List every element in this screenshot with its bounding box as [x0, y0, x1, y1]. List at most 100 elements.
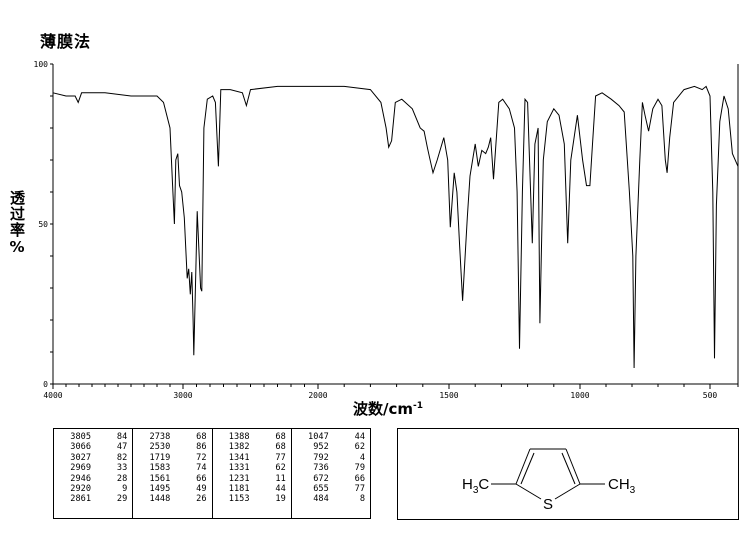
peak-wavenumber: 2920: [70, 484, 91, 495]
ring-bond: [515, 448, 531, 485]
peak-row: 1341 77: [218, 453, 286, 463]
peak-row: 672 66: [297, 474, 365, 484]
peak-wavenumber: 1561: [149, 473, 171, 484]
peak-wavenumber: 1495: [149, 484, 171, 495]
peak-wavenumber: 672: [313, 473, 329, 484]
peak-transmittance: 68: [275, 442, 286, 453]
peak-row: 3805 84: [59, 432, 127, 442]
peak-row: 2946 28: [59, 474, 127, 484]
page-title: 薄膜法: [40, 32, 92, 51]
peak-transmittance: 47: [116, 442, 128, 453]
peak-transmittance: 66: [196, 473, 207, 484]
x-tick-label: 500: [703, 391, 718, 400]
peak-row: 952 62: [297, 442, 365, 452]
peak-transmittance: 44: [275, 484, 286, 495]
peak-row: 2530 86: [138, 442, 207, 452]
peak-row: 1181 44: [218, 484, 286, 494]
peak-transmittance: 66: [354, 473, 365, 484]
peak-table: 3805 84 3066 47 3027 82 2969 33 2946 28 2920 9 2861 2…: [53, 428, 371, 519]
peak-wavenumber: 1719: [149, 452, 171, 463]
peak-transmittance: 4: [359, 452, 365, 463]
peak-column: 3805 84 3066 47 3027 82 2969 33 2946 28 2920 9 2861 2…: [54, 429, 134, 518]
peak-transmittance: 49: [196, 484, 207, 495]
peak-transmittance: 33: [116, 463, 128, 474]
peak-row: 2738 68: [138, 432, 207, 442]
peak-wavenumber: 2969: [70, 463, 91, 474]
peak-column: 1388 68 1382 68 1341 77 1331 62 1231 11 1181 44 1153…: [213, 429, 292, 518]
peak-transmittance: 8: [359, 494, 365, 505]
peak-row: 1331 62: [218, 463, 286, 473]
peak-wavenumber: 952: [313, 442, 329, 453]
peak-transmittance: 79: [354, 463, 365, 474]
molecule-structure: H3C CH3 S: [462, 448, 636, 513]
peak-wavenumber: 2861: [70, 494, 91, 505]
left-methyl-label: H3C: [462, 476, 489, 496]
peak-row: 3027 82: [59, 453, 127, 463]
y-tick-label: 0: [43, 380, 48, 389]
sulfur-atom-label: S: [543, 496, 553, 513]
structure-box: H3C CH3 S: [397, 428, 739, 520]
peak-wavenumber: 736: [313, 463, 329, 474]
peak-transmittance: 29: [116, 494, 128, 505]
ring-bond: [554, 483, 581, 500]
peak-transmittance: 82: [116, 452, 128, 463]
peak-row: 2920 9: [59, 484, 127, 494]
peak-wavenumber: 3027: [70, 452, 91, 463]
chart-axes: [52, 64, 739, 385]
peak-row: 736 79: [297, 463, 365, 473]
peak-transmittance: 68: [275, 432, 286, 442]
peak-row: 2861 29: [59, 494, 127, 504]
peak-row: 792 4: [297, 453, 365, 463]
peak-wavenumber: 3066: [70, 442, 91, 453]
peak-column: 2738 68 2530 86 1719 72 1583 74 1561 66 1495 49 1448…: [133, 429, 213, 518]
spectrum-trace: [52, 85, 739, 369]
y-tick-label: 100: [34, 60, 49, 69]
peak-row: 1448 26: [138, 494, 207, 505]
peak-row: 655 77: [297, 484, 365, 494]
peak-wavenumber: 1047: [308, 432, 329, 442]
peak-transmittance: 11: [275, 473, 286, 484]
peak-transmittance: 9: [122, 484, 128, 495]
peak-row: 1495 49: [138, 484, 207, 495]
peak-wavenumber: 1583: [149, 463, 171, 474]
peak-transmittance: 62: [354, 442, 365, 453]
peak-row: 1382 68: [218, 442, 286, 452]
peak-column: 1047 44 952 62 792 4 736 79 672 66 655 77 484 8: [292, 429, 370, 518]
peak-wavenumber: 792: [313, 452, 329, 463]
peak-transmittance: 44: [354, 432, 365, 442]
x-tick-label: 3000: [173, 391, 192, 400]
y-tick-label: 50: [38, 220, 48, 229]
peak-wavenumber: 1341: [228, 452, 250, 463]
peak-row: 484 8: [297, 494, 365, 504]
peak-row: 1561 66: [138, 473, 207, 484]
peak-row: 1153 19: [218, 494, 286, 504]
peak-wavenumber: 1448: [149, 494, 171, 505]
peak-wavenumber: 1382: [228, 442, 250, 453]
x-tick-label: 2000: [308, 391, 327, 400]
peak-row: 1719 72: [138, 452, 207, 463]
peak-wavenumber: 2738: [149, 432, 171, 442]
x-tick-label: 4000: [43, 391, 62, 400]
ring-double-bond: [520, 452, 535, 485]
x-axis-label-text: 波数/cm: [353, 400, 414, 418]
peak-transmittance: 72: [196, 452, 207, 463]
x-axis-label: 波数/cm-1: [353, 398, 423, 419]
x-tick-label: 1000: [570, 391, 589, 400]
ring-double-bond: [561, 452, 576, 485]
peak-wavenumber: 2946: [70, 473, 91, 484]
peak-wavenumber: 1181: [228, 484, 250, 495]
peak-row: 1388 68: [218, 432, 286, 442]
peak-row: 3066 47: [59, 442, 127, 452]
peak-wavenumber: 3805: [70, 432, 91, 442]
peak-wavenumber: 1231: [228, 473, 250, 484]
peak-transmittance: 62: [275, 463, 286, 474]
peak-wavenumber: 1153: [228, 494, 250, 505]
y-axis-label: 透过率%: [8, 190, 26, 257]
peak-transmittance: 26: [196, 494, 207, 505]
peak-wavenumber: 484: [313, 494, 329, 505]
peak-wavenumber: 1388: [228, 432, 250, 442]
x-axis-label-exponent: -1: [413, 401, 424, 411]
peak-transmittance: 77: [354, 484, 365, 495]
